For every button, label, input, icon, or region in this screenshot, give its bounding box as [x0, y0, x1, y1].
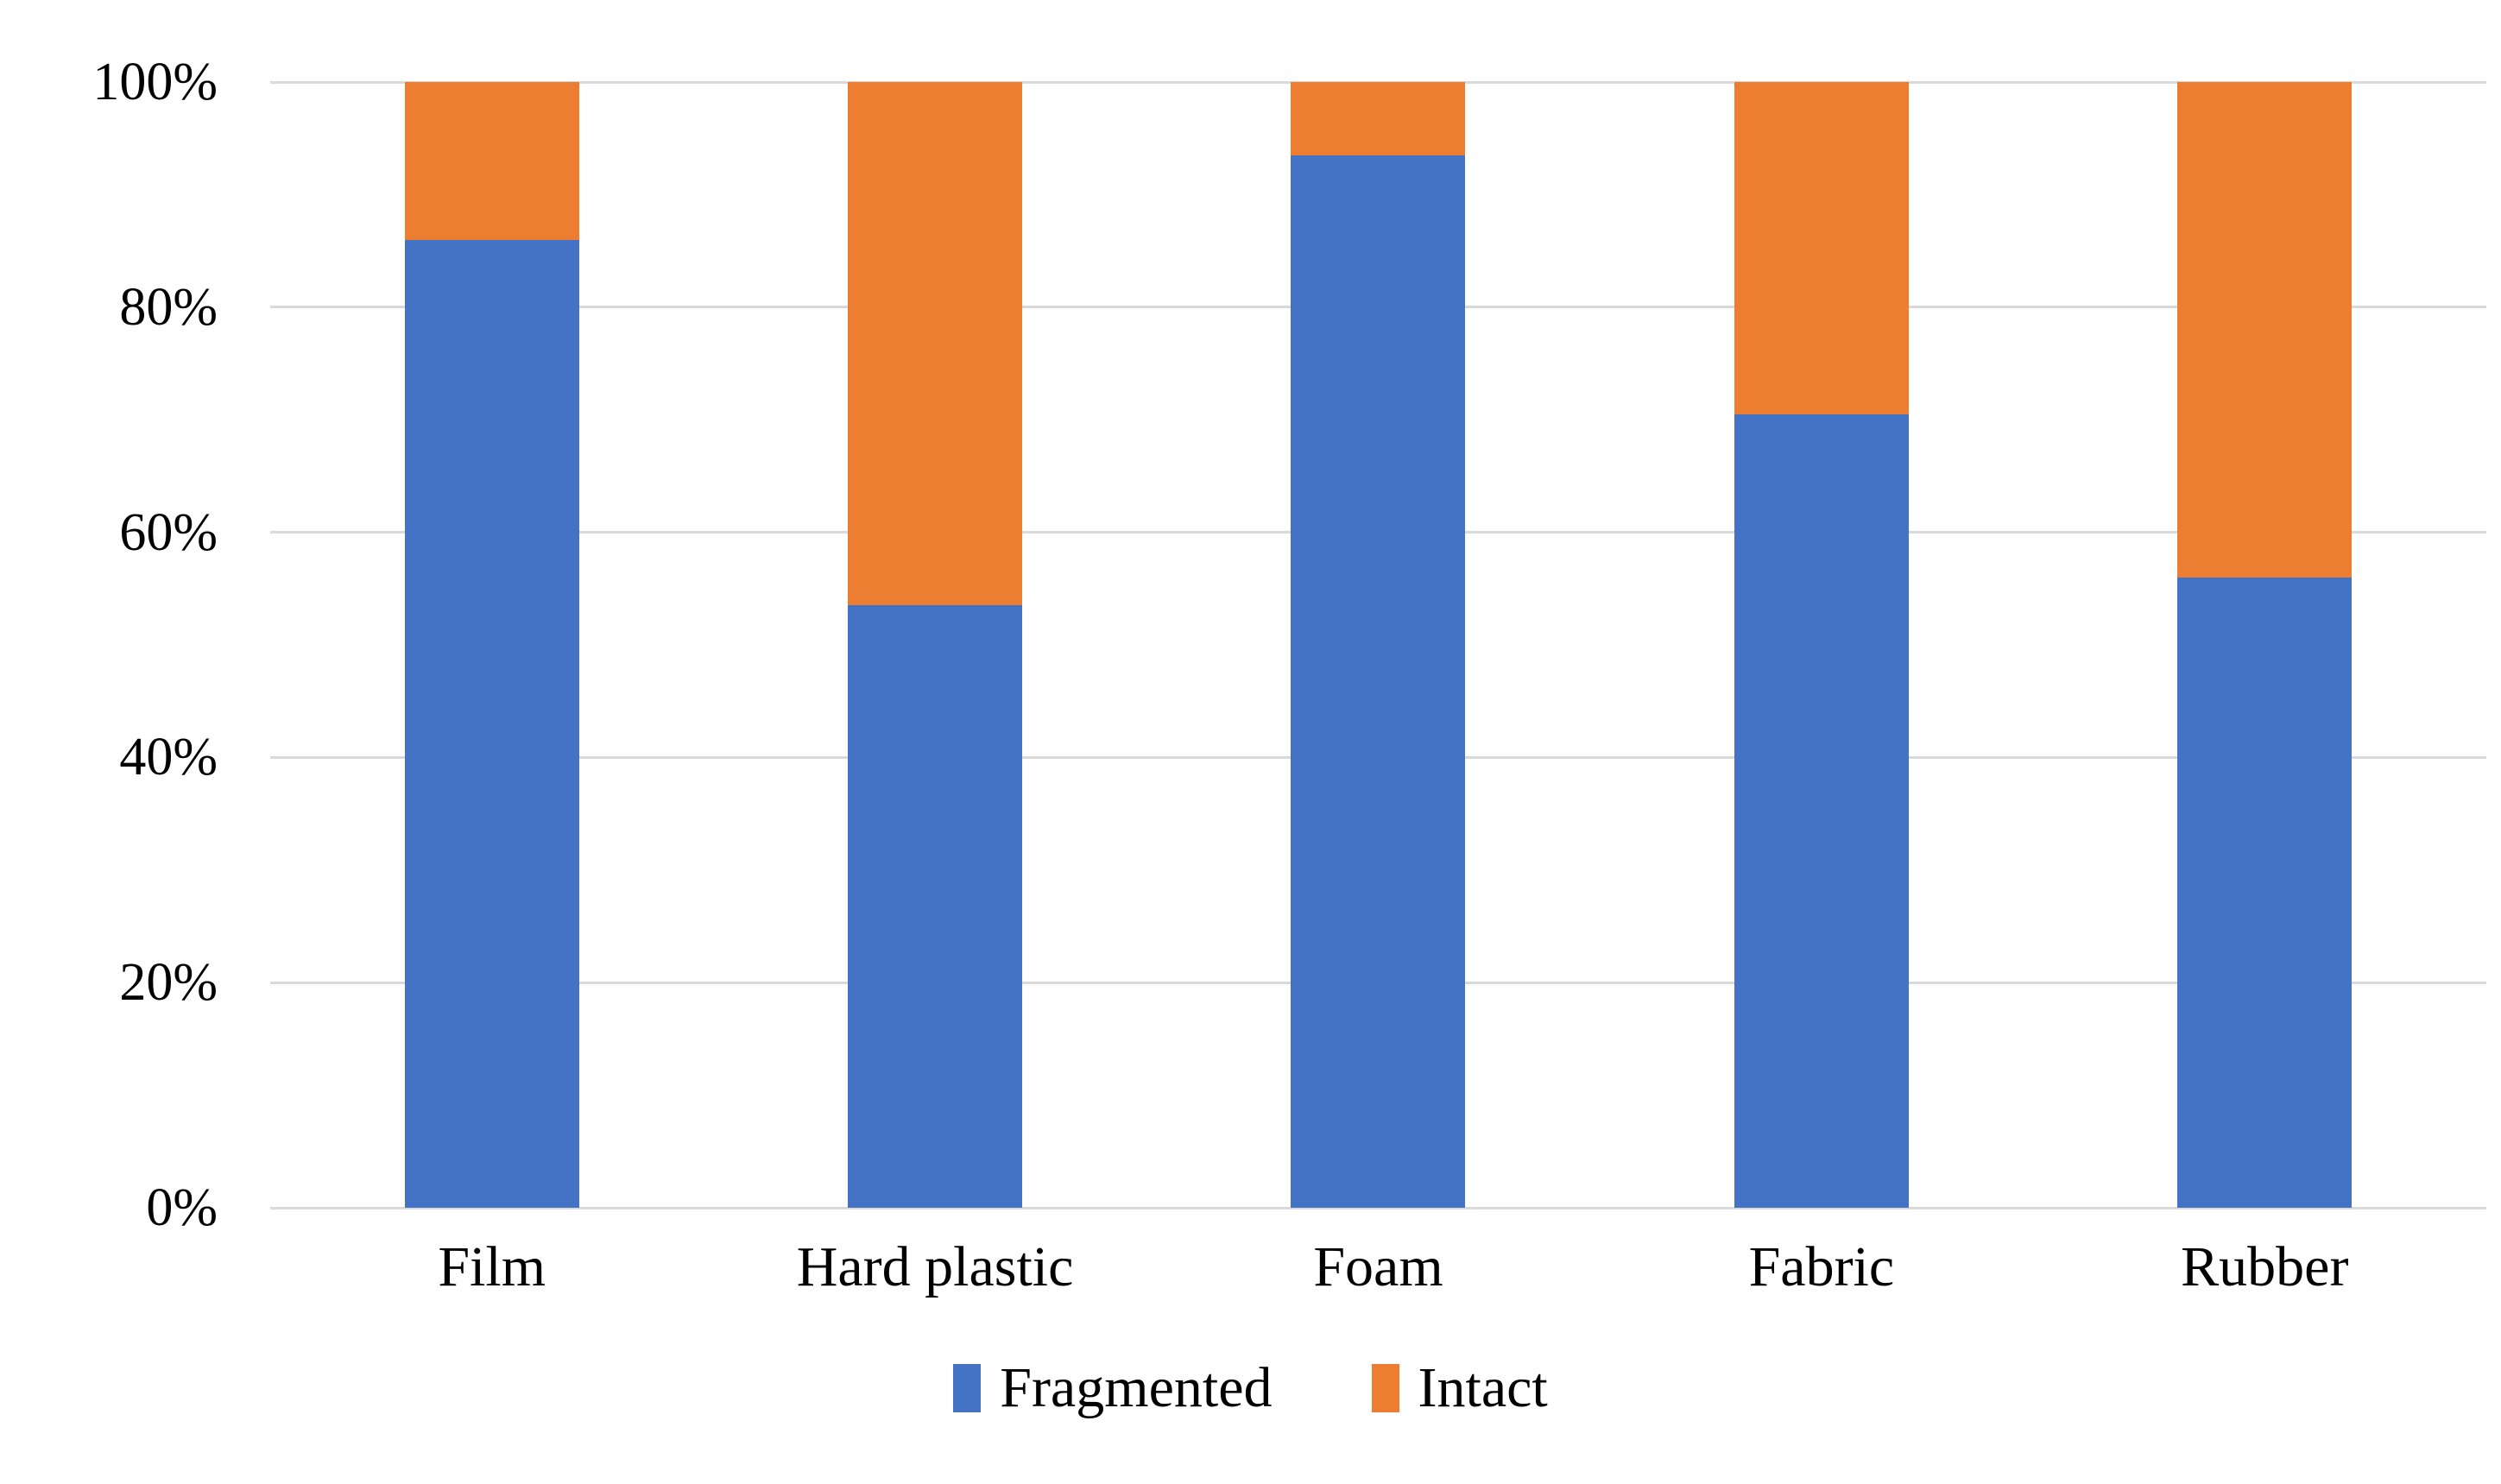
legend-label-fragmented: Fragmented: [1000, 1356, 1273, 1419]
segment-intact-hard-plastic: [848, 82, 1023, 606]
y-axis: 0% 20% 40% 60% 80% 100%: [0, 55, 226, 1235]
segment-fragmented-rubber: [2177, 577, 2353, 1208]
segment-fragmented-fabric: [1734, 414, 1909, 1208]
x-category-label-rubber: Rubber: [2181, 1235, 2349, 1298]
segment-intact-fabric: [1734, 82, 1909, 414]
bar-slot-hard-plastic: [713, 82, 1156, 1208]
segment-fragmented-film: [404, 239, 579, 1208]
legend-marker-intact: [1371, 1364, 1399, 1412]
x-axis: Film Hard plastic Foam Fabric Rubber: [270, 1233, 2486, 1345]
x-category-label-hard-plastic: Hard plastic: [796, 1235, 1074, 1298]
stacked-bar-foam: [1291, 82, 1466, 1208]
x-category-label-foam: Foam: [1313, 1235, 1443, 1298]
stacked-bar-rubber: [2177, 82, 2353, 1208]
stacked-bar-fabric: [1734, 82, 1909, 1208]
segment-intact-film: [404, 82, 579, 240]
segment-fragmented-foam: [1291, 155, 1466, 1208]
bar-slot-film: [270, 82, 713, 1208]
bar-slot-rubber: [2043, 82, 2486, 1208]
x-category-label-film: Film: [438, 1235, 546, 1298]
y-tick-label-60: 60%: [119, 502, 218, 562]
segment-intact-foam: [1291, 82, 1466, 155]
y-tick-label-100: 100%: [92, 53, 218, 111]
y-tick-label-20: 20%: [119, 953, 218, 1013]
x-category-label-fabric: Fabric: [1748, 1235, 1895, 1298]
legend-item-fragmented: Fragmented: [953, 1356, 1273, 1419]
plot-area: [270, 80, 2486, 1209]
gridline-0: [270, 1206, 2486, 1209]
y-tick-label-40: 40%: [119, 728, 218, 787]
bar-slot-fabric: [1600, 82, 2043, 1208]
legend-label-intact: Intact: [1418, 1356, 1548, 1419]
segment-fragmented-hard-plastic: [848, 605, 1023, 1208]
stacked-bar-hard-plastic: [848, 82, 1023, 1208]
y-tick-label-0: 0%: [146, 1178, 218, 1237]
segment-intact-rubber: [2177, 82, 2353, 578]
legend-item-intact: Intact: [1371, 1356, 1548, 1419]
stacked-bar-film: [404, 82, 579, 1208]
y-tick-label-80: 80%: [119, 277, 218, 337]
bar-slot-foam: [1157, 82, 1600, 1208]
legend-marker-fragmented: [953, 1364, 982, 1412]
legend: Fragmented Intact: [0, 1360, 2501, 1417]
